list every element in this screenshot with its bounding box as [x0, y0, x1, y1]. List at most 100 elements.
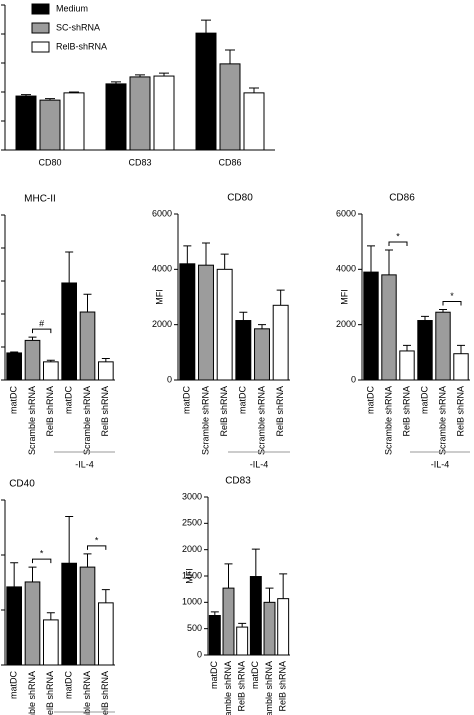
x-tick-label: Scramble shRNA: [82, 671, 92, 715]
error-bar: [183, 245, 192, 264]
error-bar: [367, 245, 375, 273]
x-tick-label: RelB shRNA: [401, 386, 411, 437]
bar: [98, 602, 114, 666]
x-tick-label: RelB shRNA: [455, 386, 465, 437]
y-axis-label: MFI: [184, 568, 194, 584]
legend-swatch: [31, 41, 50, 53]
y-tick-label: 6000: [336, 208, 356, 218]
legend-label: Medium: [56, 3, 88, 13]
error-bar: [10, 562, 19, 587]
bar: [61, 562, 77, 666]
y-axis-label: MFI: [154, 289, 164, 305]
bar: [263, 601, 276, 656]
bar: [15, 95, 37, 151]
x-tick-label: CD83: [128, 157, 151, 167]
y-tick-label: 4000: [152, 264, 172, 274]
bar: [236, 626, 249, 656]
error-bar: [403, 344, 411, 351]
x-tick-label: RelB shRNA: [275, 386, 285, 437]
bar: [6, 352, 23, 381]
x-tick-label: CD80: [38, 157, 61, 167]
error-bar: [210, 611, 219, 616]
significance-bracket: [388, 241, 408, 246]
error-bar: [279, 573, 288, 599]
x-tick-label: matDC: [9, 671, 19, 700]
significance-mark: *: [396, 231, 400, 241]
significance-mark: *: [40, 548, 44, 558]
significance-bracket: [32, 558, 52, 564]
x-tick-label: matDC: [9, 386, 19, 415]
bar: [105, 83, 127, 151]
error-bar: [421, 315, 429, 321]
x-tick-label: RelB shRNA: [100, 386, 110, 437]
error-bar: [385, 249, 393, 275]
error-bar: [101, 358, 110, 362]
x-tick-label: Scramble shRNA: [27, 386, 37, 455]
x-tick-label: matDC: [365, 386, 375, 415]
x-tick-label: RelB shRNA: [237, 661, 247, 712]
legend-swatch: [31, 22, 50, 34]
bar: [249, 576, 262, 656]
error-bar: [239, 311, 248, 321]
bar: [129, 76, 151, 151]
bar: [216, 268, 233, 381]
legend-label: SC-shRNA: [56, 22, 100, 32]
error-bar: [101, 589, 110, 603]
significance-bracket: [87, 545, 107, 550]
bar: [381, 274, 397, 381]
y-tick-label: 6000: [152, 208, 172, 218]
group-label: -IL-4: [75, 459, 94, 469]
error-bar: [28, 336, 37, 341]
bar: [272, 304, 289, 381]
bar: [24, 581, 41, 666]
error-bar: [65, 516, 74, 564]
panel-title: CD40: [9, 479, 35, 490]
significance-mark: #: [39, 318, 44, 328]
bar: [39, 99, 61, 151]
bar: [153, 75, 175, 151]
y-tick-label: 4000: [336, 264, 356, 274]
legend-label: RelB-shRNA: [56, 41, 107, 51]
x-tick-label: matDC: [182, 386, 192, 415]
error-bar: [251, 548, 260, 577]
significance-mark: *: [450, 291, 454, 301]
bar: [79, 566, 96, 666]
error-bar: [225, 49, 235, 64]
y-tick-label: 2000: [152, 319, 172, 329]
x-tick-label: Scramble shRNA: [256, 386, 266, 455]
group-label: -IL-4: [431, 459, 450, 469]
group-label: -IL-4: [250, 459, 269, 469]
error-bar: [202, 242, 210, 266]
x-tick-label: matDC: [64, 386, 74, 415]
bar: [222, 587, 235, 656]
bar: [24, 339, 41, 381]
error-bar: [249, 87, 259, 93]
significance-mark: *: [95, 535, 99, 545]
error-bar: [258, 324, 266, 329]
y-tick-label: 2500: [182, 518, 202, 528]
x-tick-label: matDC: [238, 386, 248, 415]
x-tick-label: RelB shRNA: [45, 386, 55, 437]
error-bar: [457, 344, 465, 354]
bar: [219, 63, 241, 151]
bar: [254, 328, 270, 381]
x-tick-label: Scramble shRNA: [223, 661, 233, 715]
x-tick-label: CD86: [218, 157, 241, 167]
x-tick-label: Scramble shRNA: [200, 386, 210, 455]
y-tick-label: 2000: [336, 319, 356, 329]
bar: [63, 92, 85, 151]
error-bar: [28, 566, 37, 582]
error-bar: [201, 19, 211, 34]
x-tick-label: Scramble shRNA: [383, 386, 393, 455]
bar: [43, 361, 59, 381]
error-bar: [265, 587, 274, 603]
y-tick-label: 2000: [182, 544, 202, 554]
panel-title: CD86: [389, 193, 415, 204]
x-tick-label: Scramble shRNA: [27, 671, 37, 715]
error-bar: [65, 251, 74, 283]
y-tick-label: 1500: [182, 570, 202, 580]
error-bar: [220, 253, 229, 270]
y-tick-label: 0: [197, 649, 202, 659]
panel-title: CD83: [225, 476, 251, 487]
